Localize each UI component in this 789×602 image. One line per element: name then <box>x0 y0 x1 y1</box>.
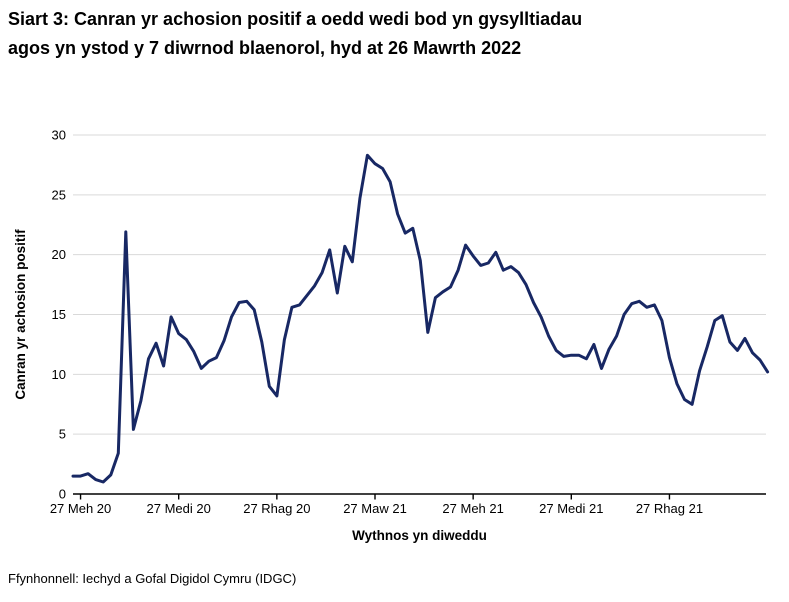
x-tick-label: 27 Rhag 21 <box>636 501 703 516</box>
chart-title: Siart 3: Canran yr achosion positif a oe… <box>8 9 583 58</box>
data-line <box>71 153 770 484</box>
x-tick-label: 27 Meh 21 <box>442 501 503 516</box>
x-tick-label: 27 Maw 21 <box>343 501 407 516</box>
y-tick-label: 10 <box>52 367 66 382</box>
x-tick-label: 27 Rhag 20 <box>243 501 310 516</box>
y-tick-label: 5 <box>59 427 66 442</box>
y-tick-label: 30 <box>52 128 66 143</box>
y-tick-label: 0 <box>59 487 66 502</box>
x-tick-label: 27 Medi 20 <box>147 501 211 516</box>
x-axis-title: Wythnos yn diweddu <box>352 528 487 543</box>
source-note: Ffynhonnell: Iechyd a Gofal Digidol Cymr… <box>8 571 297 586</box>
y-axis-title: Canran yr achosion positif <box>13 229 28 400</box>
y-tick-label: 20 <box>52 247 66 262</box>
x-tick-label: 27 Meh 20 <box>50 501 111 516</box>
x-tick-label: 27 Medi 21 <box>539 501 603 516</box>
y-tick-label: 15 <box>52 307 66 322</box>
y-tick-label: 25 <box>52 187 66 202</box>
